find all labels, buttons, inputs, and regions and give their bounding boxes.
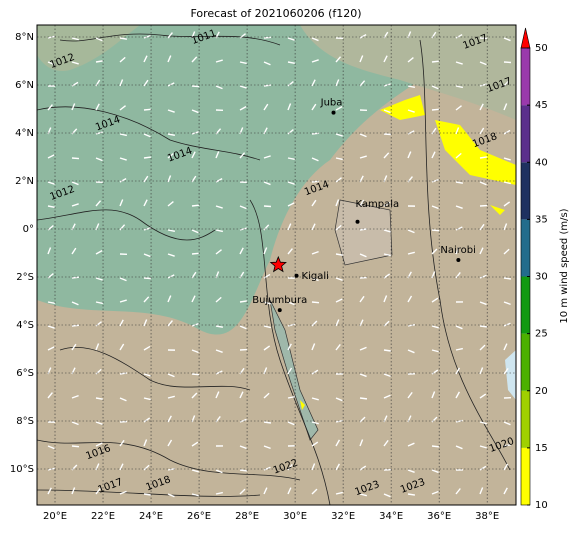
y-tick-label: 0° [23,224,34,235]
city-dot [332,111,336,115]
y-tick-label: 8°S [16,416,34,427]
wind-barb [432,446,439,447]
wind-barb [384,350,391,351]
colorbar-tick-label: 20 [535,386,548,397]
colorbar-tick-label: 15 [535,443,548,454]
colorbar-extend [521,28,530,48]
city-dot [295,274,299,278]
wind-barb [144,109,151,110]
wind-barb [480,326,487,327]
x-tick-label: 32°E [331,511,355,522]
wind-barb [504,278,511,279]
wind-barb [192,205,199,206]
colorbar-segment [521,277,530,334]
y-tick-label: 6°N [15,80,34,91]
x-tick-label: 30°E [283,511,307,522]
y-tick-label: 2°S [16,272,34,283]
colorbar-label: 10 m wind speed (m/s) [559,208,570,323]
city-dot [356,220,360,224]
city-dot [456,258,460,262]
city-label: Juba [320,98,343,109]
wind-barb [240,470,247,471]
y-tick-label: 4°S [16,320,34,331]
colorbar-tick-label: 45 [535,100,548,111]
city-dot [278,308,282,312]
x-tick-label: 38°E [475,511,499,522]
x-tick-label: 24°E [139,511,163,522]
wind-barb [312,302,319,303]
wind-barb [144,494,151,495]
wind-barb [432,109,439,110]
x-tick-label: 26°E [187,511,211,522]
x-tick-label: 28°E [235,511,259,522]
colorbar-segment [521,162,530,219]
city-label: Kigali [302,271,329,282]
wind-barb [72,158,79,159]
wind-barb [360,398,367,399]
wind-barb [72,446,79,447]
colorbar-segment [521,334,530,391]
colorbar-segment [521,219,530,276]
colorbar-segment [521,105,530,162]
colorbar-segment [521,391,530,448]
y-tick-label: 2°N [15,176,34,187]
y-tick-label: 6°S [16,368,34,379]
colorbar-segment [521,448,530,505]
y-tick-label: 10°S [10,464,34,475]
x-tick-label: 34°E [379,511,403,522]
wind-barb [192,86,199,87]
title: Forecast of 2021060206 (f120) [190,7,361,20]
city-label: Bujumbura [252,295,307,306]
city-label: Kampala [356,199,400,210]
wind-barb [72,325,79,326]
wind-barb [432,61,439,62]
colorbar-tick-label: 10 [535,500,548,511]
x-tick-label: 36°E [427,511,451,522]
wind-barb [264,422,271,423]
wind-barb [432,230,439,231]
y-tick-label: 8°N [15,32,34,43]
x-tick-label: 22°E [91,511,115,522]
colorbar-tick-label: 50 [535,43,548,54]
wind-barb [144,157,151,158]
city-label: Nairobi [440,245,476,256]
y-tick-label: 4°N [15,128,34,139]
colorbar-tick-label: 40 [535,157,548,168]
colorbar-tick-label: 35 [535,214,548,225]
colorbar-segment [521,48,530,105]
wind-barb [192,253,199,254]
colorbar-tick-label: 30 [535,272,548,283]
x-tick-label: 20°E [43,511,67,522]
wind-barb [192,374,199,375]
colorbar-tick-label: 25 [535,329,548,340]
wind-barb [264,37,271,38]
